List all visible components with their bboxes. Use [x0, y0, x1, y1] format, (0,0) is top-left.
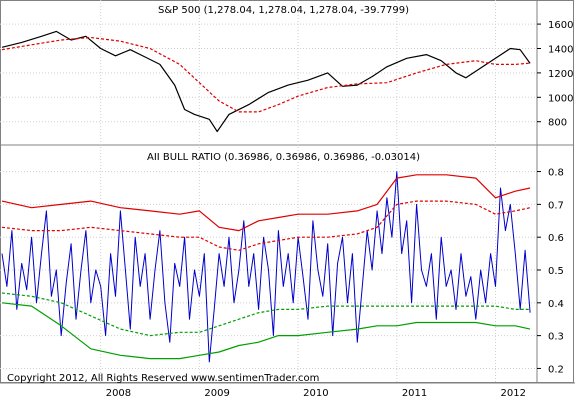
y-tick-label: 0.7	[548, 200, 564, 211]
tick-layer: 2008 2009 2010 2011 2012 1600 1400 1200 1000 800 0…	[106, 20, 574, 399]
y-tick-label: 1600	[548, 20, 573, 31]
series-line-0-1	[1, 36, 531, 113]
x-tick-label: 2008	[106, 388, 131, 399]
x-tick-label: 2011	[402, 388, 427, 399]
y-tick-label: 0.2	[548, 364, 564, 375]
y-tick-label: 0.4	[548, 299, 564, 310]
y-tick-label: 800	[548, 118, 567, 129]
sp500-title: S&P 500 (1,278.04, 1,278.04, 1,278.04, -…	[158, 5, 409, 16]
y-tick-label: 0.8	[548, 168, 564, 179]
series-line-1-0	[1, 171, 531, 363]
y-tick-label: 1400	[548, 45, 573, 56]
series-layer	[1, 30, 531, 363]
grid-layer	[0, 0, 537, 383]
series-line-1-3	[1, 292, 531, 337]
x-tick-label: 2009	[204, 388, 229, 399]
x-tick-label: 2010	[303, 388, 328, 399]
x-tick-label: 2012	[501, 388, 526, 399]
series-line-1-4	[1, 302, 531, 360]
y-tick-label: 1000	[548, 93, 573, 104]
y-tick-label: 0.3	[548, 332, 564, 343]
y-tick-label: 0.5	[548, 266, 564, 277]
series-line-0-0	[1, 30, 531, 133]
copyright-text: Copyright 2012, All Rights Reserved www.…	[7, 373, 319, 384]
y-tick-label: 0.6	[548, 233, 564, 244]
series-line-1-1	[1, 174, 531, 232]
chart-frame	[0, 0, 574, 383]
y-tick-label: 1200	[548, 69, 573, 80]
series-line-1-2	[1, 200, 531, 251]
bull-ratio-title: AII BULL RATIO (0.36986, 0.36986, 0.3698…	[147, 152, 420, 163]
